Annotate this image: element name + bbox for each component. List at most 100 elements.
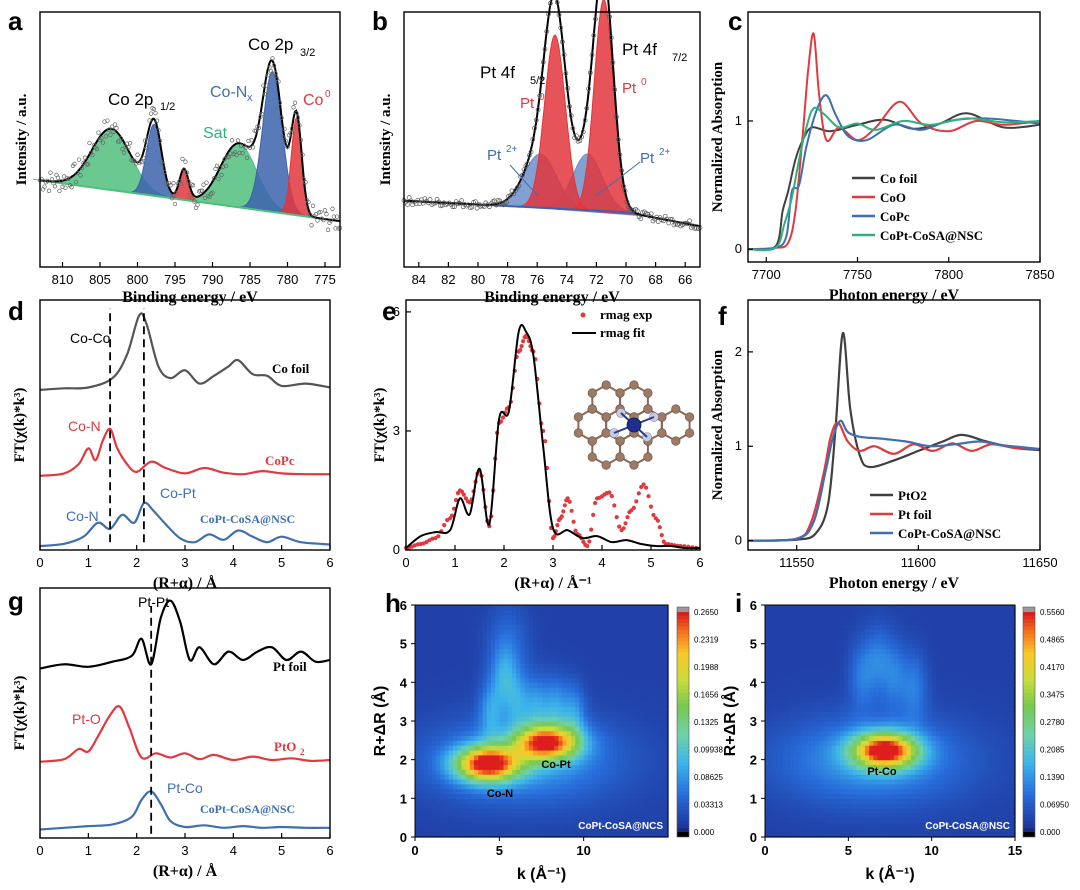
heatmap-cell: [423, 643, 429, 650]
heatmap-cell: [503, 817, 509, 824]
series-label-sub: 2: [300, 747, 305, 757]
heatmap-cell: [440, 745, 446, 751]
heatmap-cell: [537, 706, 543, 712]
heatmap-cell: [852, 783, 858, 790]
heatmap-cell: [583, 663, 589, 669]
heatmap-cell: [495, 817, 500, 824]
heatmap-cell: [827, 774, 833, 780]
heatmap-cell: [769, 643, 774, 650]
exp-point: [153, 110, 158, 116]
heatmap-cell: [596, 629, 602, 635]
heatmap-cell: [663, 634, 669, 640]
heatmap-cell: [646, 634, 652, 640]
exp-point: [289, 126, 295, 131]
heatmap-cell: [436, 677, 441, 683]
heatmap-cell: [507, 687, 513, 693]
heatmap-cell: [444, 692, 450, 698]
exp-point: [90, 152, 95, 158]
heatmap-cell: [608, 701, 614, 708]
heatmap-cell: [427, 687, 433, 693]
colorbar-segment: [677, 612, 689, 617]
heatmap-cell: [549, 827, 555, 833]
heatmap-cell: [852, 798, 858, 804]
heatmap-cell: [798, 706, 804, 712]
heatmap-cell: [848, 730, 854, 737]
heatmap-cell: [511, 663, 517, 669]
heatmap-cell: [827, 619, 833, 625]
heatmap-cell: [415, 730, 420, 737]
heatmap-cell: [634, 605, 640, 611]
heatmap-cell: [469, 648, 475, 654]
heatmap-cell: [659, 769, 665, 775]
heatmap-cell: [642, 701, 648, 708]
heatmap-cell: [554, 808, 559, 814]
heatmap-cell: [562, 692, 568, 698]
heatmap-cell: [827, 808, 833, 814]
heatmap-cell: [499, 740, 505, 746]
heatmap-cell: [646, 740, 652, 746]
heatmap-cell: [865, 817, 870, 824]
heatmap-cell: [625, 643, 631, 650]
heatmap-cell: [810, 687, 816, 693]
heatmap-cell: [465, 827, 471, 833]
heatmap-cell: [806, 793, 812, 799]
heatmap-cell: [815, 759, 820, 766]
heatmap-cell: [448, 629, 454, 635]
heatmap-cell: [642, 609, 648, 616]
heatmap-cell: [495, 793, 500, 799]
heatmap-cell: [844, 648, 849, 654]
heatmap-cell: [537, 817, 543, 824]
heatmap-cell: [583, 793, 589, 799]
colorbar-segment: [677, 678, 689, 683]
heatmap-cell: [852, 653, 858, 659]
heatmap-cell: [773, 629, 779, 635]
heatmap-cell: [440, 769, 446, 775]
heatmap-cell: [798, 808, 804, 814]
heatmap-cell: [865, 725, 870, 732]
y-tick-label: 4: [400, 675, 408, 690]
colorbar-segment: [677, 718, 689, 723]
heatmap-cell: [419, 653, 425, 659]
heatmap-cell: [499, 735, 505, 741]
heatmap-cell: [840, 730, 845, 737]
heatmap-cell: [482, 817, 488, 824]
heatmap-cell: [465, 667, 471, 674]
heatmap-cell: [482, 677, 488, 683]
heatmap-cell: [823, 827, 829, 833]
heatmap-cell: [457, 827, 462, 833]
heatmap-cell: [524, 740, 530, 746]
heatmap-cell: [566, 774, 572, 780]
heatmap-cell: [625, 634, 631, 640]
heatmap-cell: [835, 609, 841, 616]
heatmap-cell: [773, 614, 779, 621]
heatmap-cell: [823, 701, 829, 708]
heatmap-cell: [528, 730, 534, 737]
heatmap-cell: [613, 812, 618, 819]
heatmap-cell: [583, 672, 589, 679]
annotation-sup: 0: [325, 89, 331, 100]
exp-point: [624, 199, 630, 205]
heatmap-cell: [461, 788, 467, 795]
heatmap-cell: [769, 638, 774, 645]
heatmap-cell: [516, 779, 522, 785]
heatmap-cell: [827, 716, 833, 722]
heatmap-cell: [566, 793, 572, 799]
heatmap-cell: [440, 750, 446, 756]
heatmap-cell: [613, 672, 618, 679]
heatmap-cell: [579, 672, 585, 679]
heatmap-cell: [785, 769, 791, 775]
heatmap-cell: [621, 692, 627, 698]
heatmap-cell: [431, 745, 437, 751]
heatmap-cell: [860, 711, 866, 717]
heatmap-cell: [436, 798, 441, 804]
heatmap-cell: [587, 663, 593, 669]
x-axis-label: k (Å⁻¹): [517, 864, 566, 883]
heatmap-cell: [499, 653, 505, 659]
heatmap-cell: [613, 774, 618, 780]
heatmap-cell: [617, 779, 623, 785]
heatmap-cell: [794, 832, 799, 838]
carbon-atom: [587, 436, 597, 446]
heatmap-cell: [431, 730, 437, 737]
heatmap-cell: [810, 735, 816, 741]
heatmap-cell: [562, 658, 568, 664]
